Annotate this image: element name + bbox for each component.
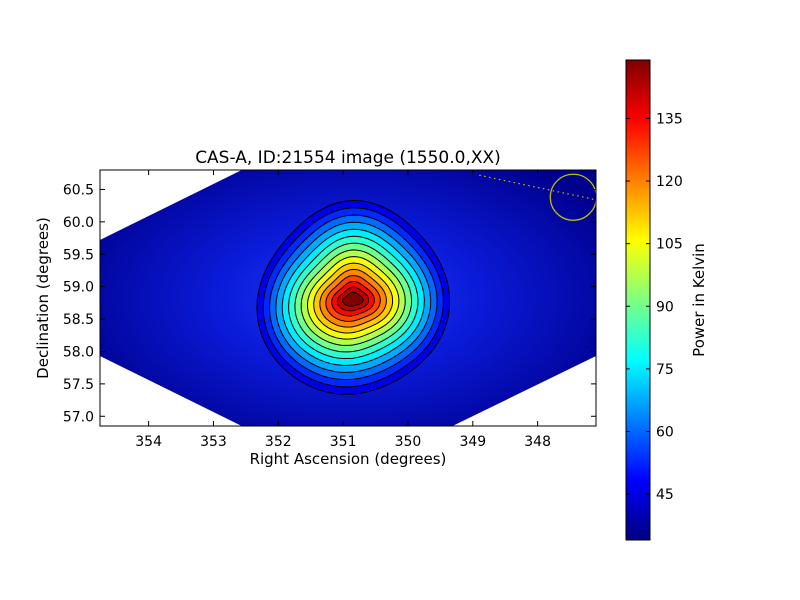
contour-line (281, 228, 425, 366)
contour-line (294, 242, 413, 353)
y-axis: 57.0 57.5 58.0 58.5 59.0 59.5 60.0 60.5 (63, 182, 596, 425)
x-tick-label: 352 (265, 434, 292, 450)
y-tick-label: 58.5 (63, 312, 94, 328)
x-tick-label: 351 (330, 434, 357, 450)
colorbar-gradient (625, 59, 651, 541)
colorbar-tick-label: 135 (656, 111, 683, 127)
heatmap-level (342, 292, 364, 307)
colorbar-tick-label: 105 (656, 237, 683, 253)
contour-line (342, 291, 364, 307)
contour-line (275, 221, 432, 373)
contour-line (288, 235, 419, 359)
x-tick-label: 350 (395, 434, 422, 450)
y-tick-label: 57.5 (63, 377, 94, 393)
contour-line (262, 207, 444, 388)
x-tick-label: 349 (459, 434, 486, 450)
contour-line (300, 249, 406, 346)
x-tick-label: 354 (135, 434, 162, 450)
colorbar-ticks: 45 60 75 90 105 120 135 (626, 111, 683, 503)
contour-line (325, 275, 381, 322)
chart-title: CAS-A, ID:21554 image (1550.0,XX) (195, 148, 501, 168)
y-axis-label: Declination (degrees) (34, 217, 52, 379)
colorbar-tick-label: 45 (656, 487, 674, 503)
x-axis-label: Right Ascension (degrees) (250, 450, 447, 468)
colorbar-tick-label: 60 (656, 424, 674, 440)
x-tick-label: 348 (524, 434, 551, 450)
beam-circle (549, 173, 596, 221)
contour-line (306, 256, 400, 340)
y-tick-label: 60.5 (63, 182, 94, 198)
plot-frame (99, 169, 597, 427)
x-axis: 354 353 352 351 350 349 348 (135, 170, 551, 450)
y-tick-label: 57.0 (63, 409, 94, 425)
x-tick-label: 353 (200, 434, 227, 450)
plot-area (99, 169, 597, 427)
contour-line (268, 214, 438, 381)
contour-line (331, 281, 375, 317)
contour-line (313, 262, 394, 334)
y-tick-label: 59.0 (63, 280, 94, 296)
colorbar: 45 60 75 90 105 120 135 Power in Kelvin (625, 59, 708, 541)
colorbar-tick-label: 120 (656, 174, 683, 190)
contour-lines (256, 199, 451, 395)
colorbar-tick-label: 90 (656, 299, 674, 315)
annotations (479, 173, 596, 221)
contour-line (319, 268, 387, 328)
y-tick-label: 60.0 (63, 215, 94, 231)
y-tick-label: 59.5 (63, 247, 94, 263)
y-tick-label: 58.0 (63, 344, 94, 360)
colorbar-tick-label: 75 (656, 362, 674, 378)
colorbar-label: Power in Kelvin (690, 243, 708, 357)
contour-line (336, 286, 370, 312)
contour-line (256, 199, 451, 395)
